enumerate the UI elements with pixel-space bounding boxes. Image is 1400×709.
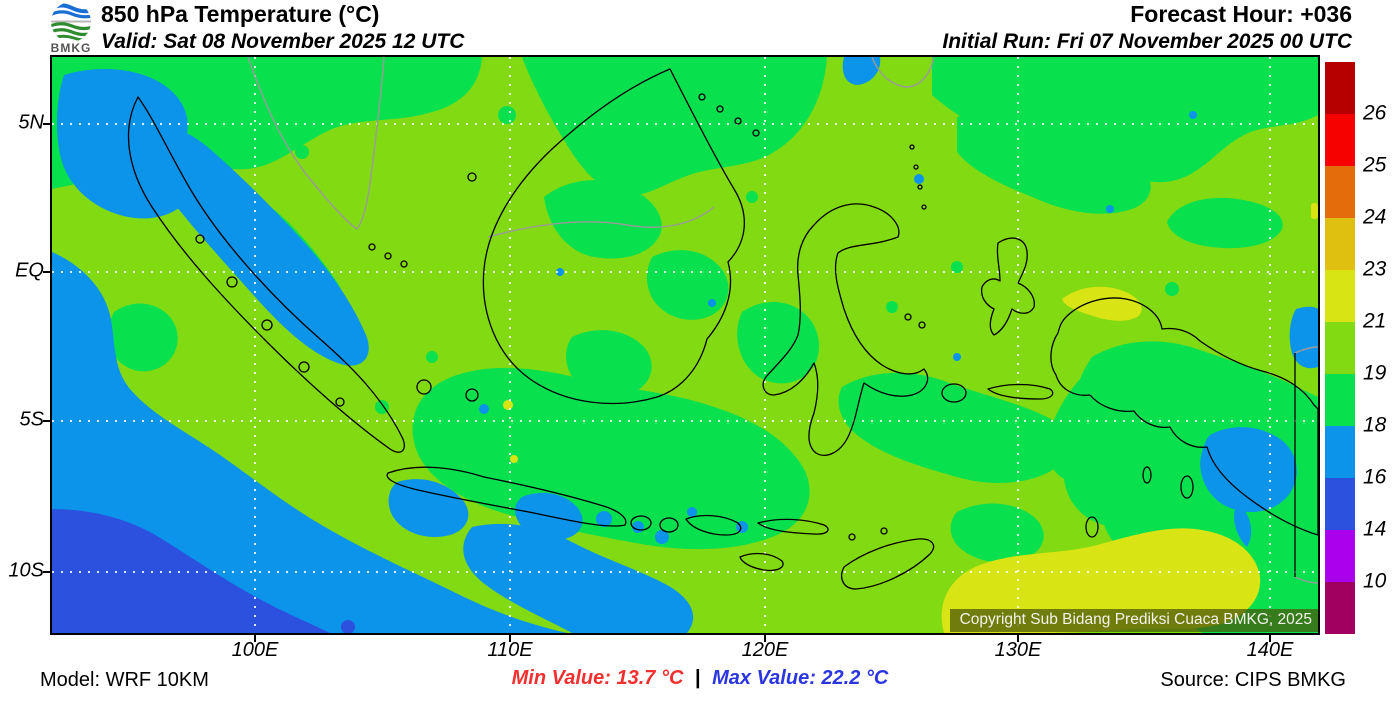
- colorbar-label: 21: [1363, 309, 1387, 333]
- lat-label-5n: 5N: [18, 111, 44, 134]
- lat-label-10s: 10S: [8, 559, 44, 582]
- colorbar-segment: [1325, 374, 1355, 426]
- colorbar-label: 23: [1363, 257, 1387, 281]
- colorbar-segment: [1325, 582, 1355, 634]
- source-label: Source: CIPS BMKG: [1160, 669, 1346, 691]
- lon-tick: [764, 635, 766, 642]
- colorbar-segment: [1325, 62, 1355, 114]
- colorbar-label: 26: [1363, 101, 1387, 125]
- coastlines: [127, 68, 1318, 590]
- field-darkblue-14-16: [52, 509, 355, 633]
- foreign-borders: [247, 57, 1318, 584]
- lon-tick: [254, 635, 256, 642]
- colorbar-label: 25: [1363, 153, 1387, 177]
- lon-label-130e: 130E: [994, 639, 1042, 661]
- colorbar-label: 18: [1363, 413, 1387, 437]
- colorbar-label: 14: [1363, 517, 1387, 541]
- lat-tick: [43, 571, 50, 573]
- field-blue-16-18: [52, 57, 1318, 633]
- lat-tick: [43, 271, 50, 273]
- bmkg-logo-icon: [51, 2, 91, 42]
- lon-tick: [1269, 635, 1271, 642]
- colorbar-segment: [1325, 270, 1355, 322]
- colorbar-segment: [1325, 218, 1355, 270]
- lon-label-110e: 110E: [487, 639, 533, 661]
- colorbar-segment: [1325, 426, 1355, 478]
- colorbar-label: 10: [1363, 569, 1387, 593]
- colorbar-segment: [1325, 530, 1355, 582]
- valid-time: Valid: Sat 08 November 2025 12 UTC: [101, 30, 465, 53]
- bmkg-logo: BMKG: [44, 1, 98, 55]
- temperature-field-svg: [52, 57, 1318, 633]
- lon-label-120e: 120E: [741, 639, 789, 661]
- lon-tick: [1017, 635, 1019, 642]
- lat-tick: [43, 123, 50, 125]
- page-title: 850 hPa Temperature (°C): [101, 1, 380, 27]
- lat-label-5s: 5S: [19, 408, 44, 431]
- initial-run: Initial Run: Fri 07 November 2025 00 UTC: [942, 30, 1352, 53]
- bmkg-logo-label: BMKG: [50, 41, 92, 55]
- minmax-values: Min Value: 13.7 °C | Max Value: 22.2 °C: [0, 667, 1400, 690]
- colorbar-label: 16: [1363, 465, 1387, 489]
- colorbar-label: 19: [1363, 361, 1387, 385]
- lat-tick: [43, 420, 50, 422]
- minmax-separator: |: [694, 667, 701, 689]
- colorbar-segment: [1325, 322, 1355, 374]
- max-value: Max Value: 22.2 °C: [712, 667, 889, 689]
- field-yellow-21-23: [503, 203, 1318, 633]
- temperature-colorbar: [1325, 62, 1355, 634]
- model-label: Model: WRF 10KM: [40, 669, 209, 691]
- temperature-map: Copyright Sub Bidang Prediksi Cuaca BMKG…: [50, 55, 1320, 635]
- colorbar-label: 24: [1363, 205, 1387, 229]
- graticule: [52, 57, 1318, 633]
- copyright-banner: Copyright Sub Bidang Prediksi Cuaca BMKG…: [949, 609, 1318, 632]
- lon-tick: [509, 635, 511, 642]
- colorbar-segment: [1325, 166, 1355, 218]
- min-value: Min Value: 13.7 °C: [511, 667, 684, 689]
- lat-label-eq: EQ: [15, 259, 44, 282]
- colorbar-segment: [1325, 478, 1355, 530]
- forecast-hour: Forecast Hour: +036: [1130, 1, 1352, 27]
- colorbar-segment: [1325, 114, 1355, 166]
- lon-label-100e: 100E: [231, 639, 279, 661]
- lon-label-140e: 140E: [1246, 639, 1294, 661]
